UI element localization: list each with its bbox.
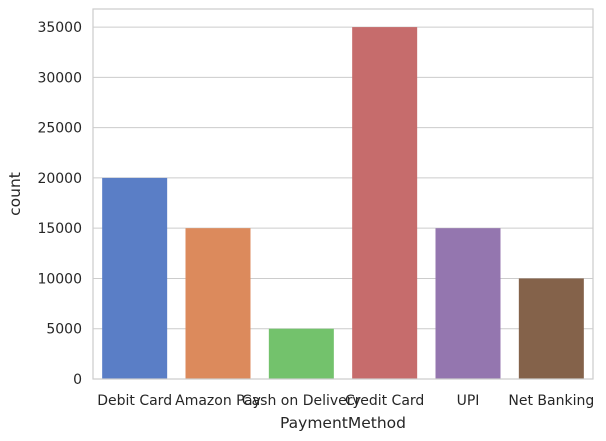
y-tick-label: 15000	[37, 221, 82, 237]
x-tick-label: Net Banking	[508, 393, 594, 409]
y-tick-label: 5000	[46, 322, 82, 338]
bar	[518, 278, 584, 379]
bar	[102, 177, 168, 379]
y-tick-label: 30000	[37, 70, 82, 86]
y-axis-label: count	[6, 172, 24, 216]
bar	[268, 328, 334, 379]
x-tick-label: Cash on Delivery	[242, 393, 361, 409]
bars	[102, 27, 584, 379]
y-gridlines	[93, 26, 593, 380]
x-tick-label: Amazon Pay	[175, 393, 261, 409]
y-tick-label: 20000	[37, 171, 82, 187]
x-axis-label: PaymentMethod	[280, 414, 406, 432]
y-tick-label: 10000	[37, 271, 82, 287]
bar	[435, 228, 501, 379]
y-tick-label: 0	[73, 372, 82, 388]
plot-frame	[92, 8, 594, 380]
bar	[185, 228, 251, 379]
y-tick-label: 35000	[37, 20, 82, 36]
x-tick-label: Debit Card	[97, 393, 172, 409]
y-tick-label: 25000	[37, 121, 82, 137]
x-tick-label: Credit Card	[345, 393, 424, 409]
bar	[352, 27, 418, 379]
x-tick-label: UPI	[457, 393, 480, 409]
y-tick-labels: 0 5000 10000 15000 20000 25000 30000 35000	[37, 20, 82, 388]
